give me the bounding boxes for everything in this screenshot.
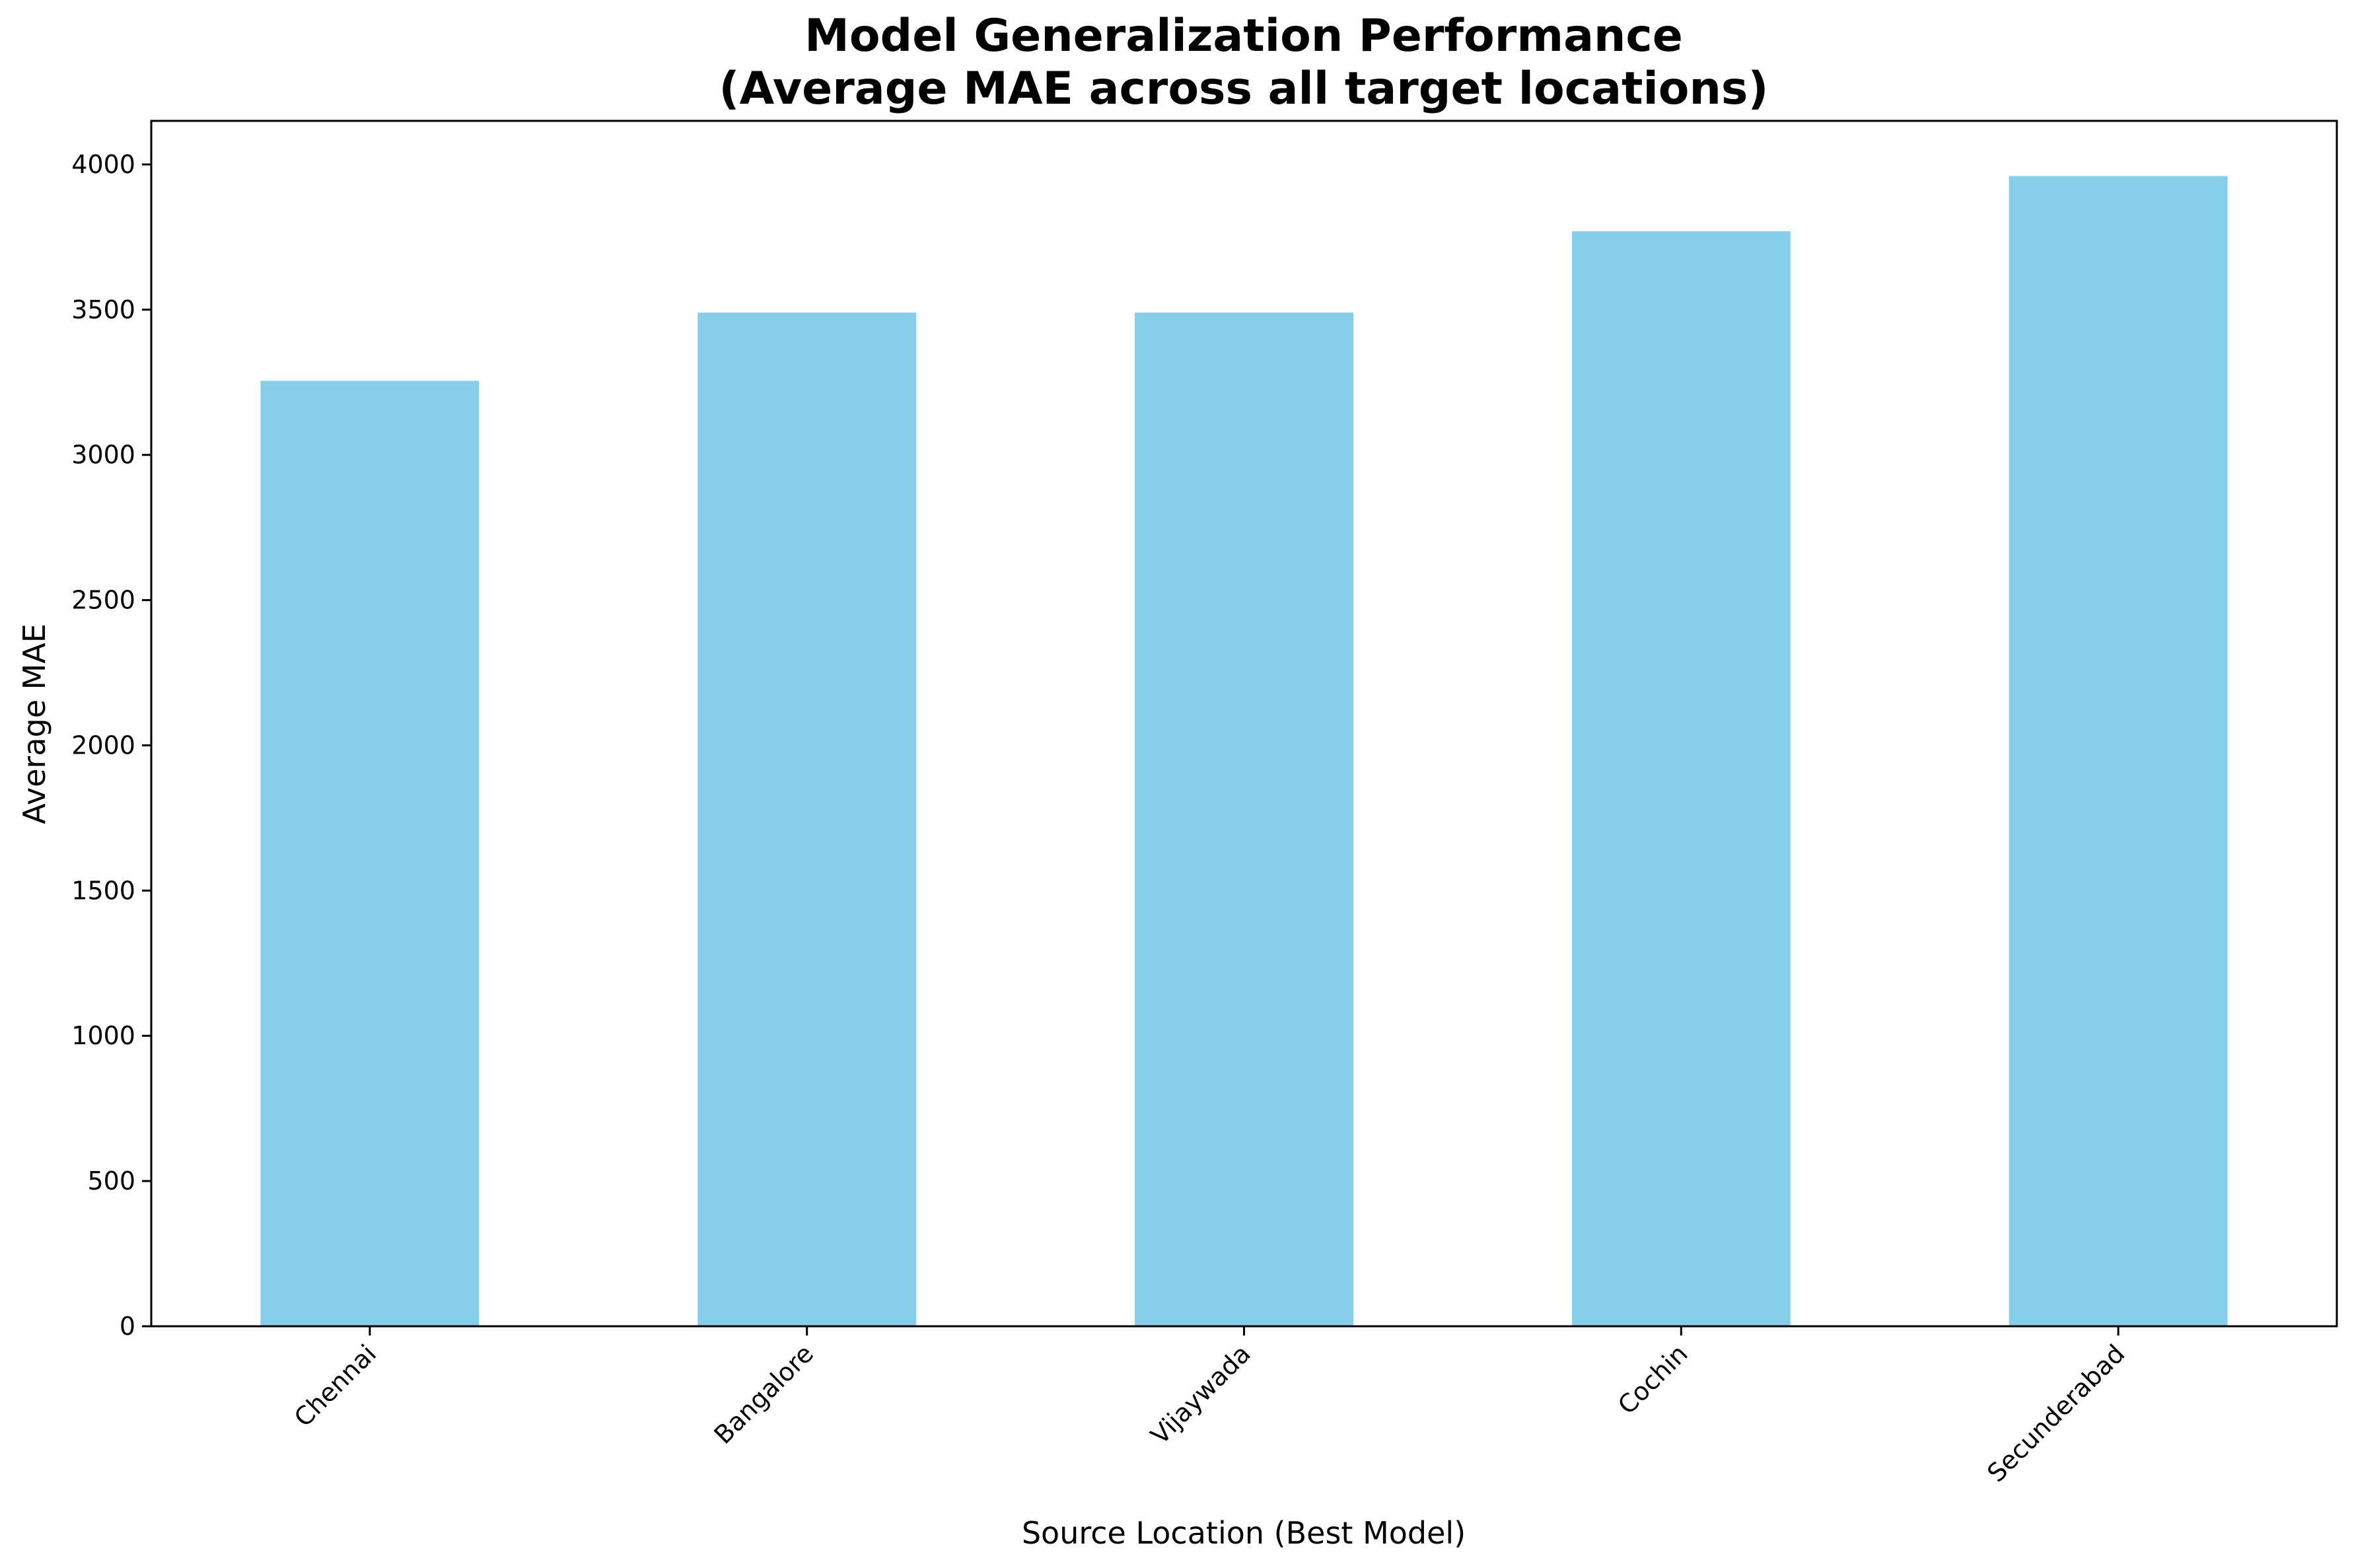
- x-axis-ticks: Chennai Bangalore Vijaywada Cochin Secundera…: [289, 1326, 2130, 1487]
- y-tick-label: 2500: [71, 586, 135, 615]
- chart-title-line-1: Model Generalization Performance: [804, 10, 1683, 62]
- x-tick-label: Secunderabad: [1981, 1339, 2130, 1487]
- x-tick-label: Chennai: [289, 1339, 382, 1432]
- y-axis-label: Average MAE: [17, 624, 52, 824]
- y-tick-label: 3000: [71, 441, 135, 470]
- y-tick-label: 1000: [71, 1021, 135, 1050]
- x-tick-label: Vijaywada: [1145, 1339, 1256, 1450]
- bar-secunderabad: [2009, 176, 2228, 1327]
- y-axis-ticks: 0 500 1000 1500 2000 2500 3000 3500 4000: [71, 150, 151, 1341]
- bars: [260, 176, 2228, 1327]
- y-tick-label: 0: [120, 1312, 135, 1341]
- x-axis-label: Source Location (Best Model): [1022, 1515, 1466, 1551]
- bar-cochin: [1571, 231, 1791, 1327]
- x-tick-label: Bangalore: [709, 1339, 819, 1449]
- y-tick-label: 4000: [71, 150, 135, 179]
- bar-bangalore: [697, 312, 917, 1326]
- y-tick-label: 3500: [71, 295, 135, 324]
- bar-vijaywada: [1135, 312, 1353, 1326]
- chart-title-line-2: (Average MAE across all target locations…: [719, 63, 1769, 115]
- y-tick-label: 2000: [71, 731, 135, 760]
- y-tick-label: 1500: [71, 876, 135, 905]
- x-tick-label: Cochin: [1612, 1339, 1694, 1420]
- bar-chennai: [260, 380, 480, 1326]
- plot-frame: [150, 120, 2338, 1328]
- y-tick-label: 500: [87, 1166, 135, 1195]
